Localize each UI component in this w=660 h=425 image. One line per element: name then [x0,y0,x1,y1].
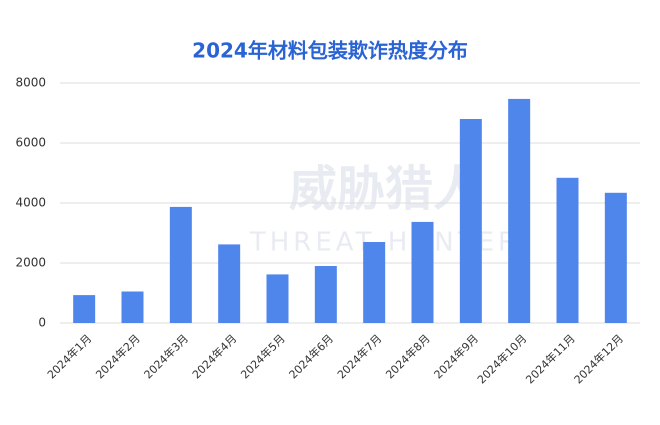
bar [314,266,337,323]
chart-title: 2024年材料包装欺诈热度分布 [192,39,468,63]
x-tick-label: 2024年12月 [571,331,626,386]
bar [169,206,192,323]
y-tick-label: 8000 [15,76,46,90]
x-tick-label: 2024年2月 [93,331,143,381]
y-tick-label: 2000 [15,256,46,270]
bar [218,244,241,323]
bar [411,221,434,323]
bar [556,177,579,323]
x-tick-label: 2024年11月 [523,331,578,386]
x-tick-label: 2024年8月 [383,331,433,381]
watermark-title: 威胁猎人 [289,161,481,217]
bar [121,291,144,323]
y-tick-label: 0 [38,316,46,330]
x-tick-label: 2024年9月 [431,331,481,381]
x-tick-label: 2024年7月 [334,331,384,381]
y-tick-label: 4000 [15,196,46,210]
x-tick-label: 2024年1月 [44,331,94,381]
y-tick-label: 6000 [15,136,46,150]
bar [508,98,531,324]
bar [73,295,96,323]
x-tick-label: 2024年6月 [286,331,336,381]
x-tick-label: 2024年10月 [474,331,529,386]
bar [604,192,627,323]
x-tick-label: 2024年5月 [238,331,288,381]
bar [363,242,386,323]
x-tick-label: 2024年4月 [189,331,239,381]
x-tick-label: 2024年3月 [141,331,191,381]
bar [459,119,482,323]
bar [266,274,289,323]
